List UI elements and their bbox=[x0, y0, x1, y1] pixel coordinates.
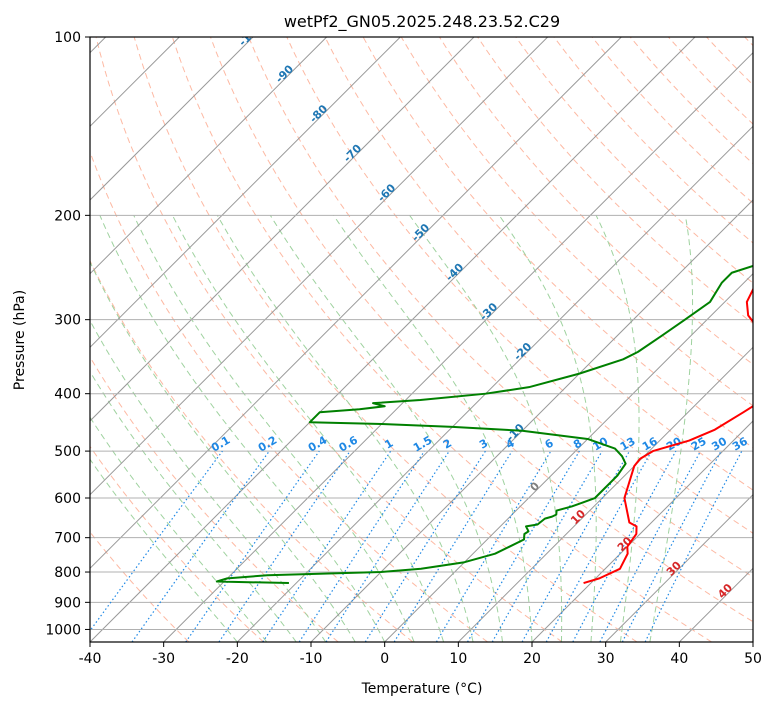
dry-adiabat-line bbox=[133, 37, 638, 642]
isotherm-line bbox=[90, 37, 401, 349]
dry-adiabat-line bbox=[591, 37, 753, 204]
x-tick-label: -10 bbox=[300, 651, 323, 667]
x-tick-label: 30 bbox=[597, 651, 615, 667]
mixing-ratio-line bbox=[90, 450, 223, 632]
isotherm-line bbox=[384, 272, 753, 642]
x-tick-label: 10 bbox=[449, 651, 467, 667]
isotherm-label-group: 0.10.20.40.611.52346810131620253036-100-… bbox=[209, 20, 750, 601]
moist-adiabat-line bbox=[90, 370, 297, 642]
x-tick-label: 40 bbox=[670, 651, 688, 667]
moist-adiabat-line bbox=[133, 215, 415, 642]
dewpoint-line bbox=[215, 264, 753, 585]
chart-title: wetPf2_GN05.2025.248.23.52.C29 bbox=[284, 12, 560, 32]
moist-adiabat-line bbox=[333, 215, 533, 642]
moist-adiabat-line bbox=[409, 215, 563, 642]
mixing-ratio-line bbox=[466, 450, 580, 642]
y-axis-label: Pressure (hPa) bbox=[12, 290, 28, 390]
mixing-ratio-line bbox=[435, 450, 552, 642]
x-tick-label: -30 bbox=[152, 651, 175, 667]
dry-adiabat-line bbox=[324, 37, 753, 491]
mixing-ratio-line bbox=[545, 450, 653, 642]
isotherm-line bbox=[531, 420, 753, 642]
moist-adiabat-line bbox=[269, 215, 504, 642]
y-tick-label: 700 bbox=[54, 531, 81, 547]
y-axis: 100 200 300 400 500 600 700 800 900 1000 bbox=[45, 30, 90, 638]
y-tick-label: 500 bbox=[54, 444, 81, 460]
y-tick-label: 300 bbox=[54, 313, 81, 329]
moist-adiabat-line bbox=[595, 215, 640, 642]
x-tick-label: 50 bbox=[744, 651, 762, 667]
y-tick-label: 800 bbox=[54, 565, 81, 581]
isotherm-line bbox=[457, 346, 753, 642]
isotherm-line bbox=[90, 37, 328, 275]
y-tick-label: 200 bbox=[54, 208, 81, 224]
y-tick-label: 600 bbox=[54, 491, 81, 507]
isotherm-line bbox=[90, 37, 475, 422]
moist-adiabat-line bbox=[90, 416, 268, 642]
x-axis-label: Temperature (°C) bbox=[361, 681, 483, 697]
dry-adiabat-line bbox=[95, 37, 563, 642]
moist-adiabat-line bbox=[216, 215, 474, 642]
mixing-ratio-line bbox=[521, 450, 631, 642]
y-tick-label: 100 bbox=[54, 30, 81, 46]
isotherm-line bbox=[605, 493, 753, 642]
dry-adiabat-line bbox=[171, 37, 712, 642]
dry-adiabat-line bbox=[629, 37, 753, 165]
isotherm-line bbox=[310, 199, 753, 642]
isotherm-line bbox=[163, 51, 753, 642]
moist-adiabat-line bbox=[90, 458, 238, 642]
background-lines bbox=[90, 37, 753, 642]
moist-adiabat-line bbox=[90, 260, 356, 642]
mixing-ratio-line bbox=[131, 450, 270, 642]
moist-adiabat-line bbox=[649, 215, 694, 642]
y-tick-label: 1000 bbox=[45, 622, 81, 638]
y-tick-label: 400 bbox=[54, 387, 81, 403]
mixing-ratio-line bbox=[185, 450, 320, 642]
moist-adiabat-line bbox=[90, 319, 327, 642]
isotherm-line bbox=[90, 37, 549, 496]
isotherm-line bbox=[90, 37, 622, 570]
data-series-group bbox=[215, 264, 753, 585]
isotherm-line bbox=[236, 125, 753, 642]
x-tick-label: -40 bbox=[79, 651, 102, 667]
moist-adiabat-line bbox=[172, 215, 445, 642]
dry-adiabat-line bbox=[90, 445, 264, 642]
mixing-ratio-line bbox=[491, 450, 603, 642]
x-axis: -40 -30 -20 -10 0 10 20 30 40 50 bbox=[79, 642, 762, 667]
dry-adiabat-line bbox=[90, 259, 414, 642]
mixing-ratio-line bbox=[572, 450, 677, 642]
dry-adiabat-line bbox=[477, 37, 753, 325]
mixing-ratio-line bbox=[218, 450, 351, 642]
mixing-ratio-line bbox=[393, 450, 513, 642]
plot-frame bbox=[89, 36, 754, 643]
x-tick-label: 0 bbox=[380, 651, 389, 667]
dry-adiabat-line bbox=[400, 37, 753, 407]
isotherm-label: -100 bbox=[236, 20, 265, 49]
moist-adiabat-line bbox=[99, 215, 386, 642]
mixing-ratio-line bbox=[364, 450, 486, 642]
mixing-ratio-line bbox=[325, 450, 450, 642]
dry-adiabat-line bbox=[248, 37, 753, 578]
x-tick-label: 20 bbox=[523, 651, 541, 667]
isotherm-line bbox=[90, 37, 696, 642]
x-tick-label: -20 bbox=[226, 651, 249, 667]
dry-adiabat-line bbox=[515, 37, 753, 284]
isotherm-line bbox=[90, 37, 254, 201]
temperature-line bbox=[583, 287, 753, 585]
y-tick-label: 900 bbox=[54, 595, 81, 611]
